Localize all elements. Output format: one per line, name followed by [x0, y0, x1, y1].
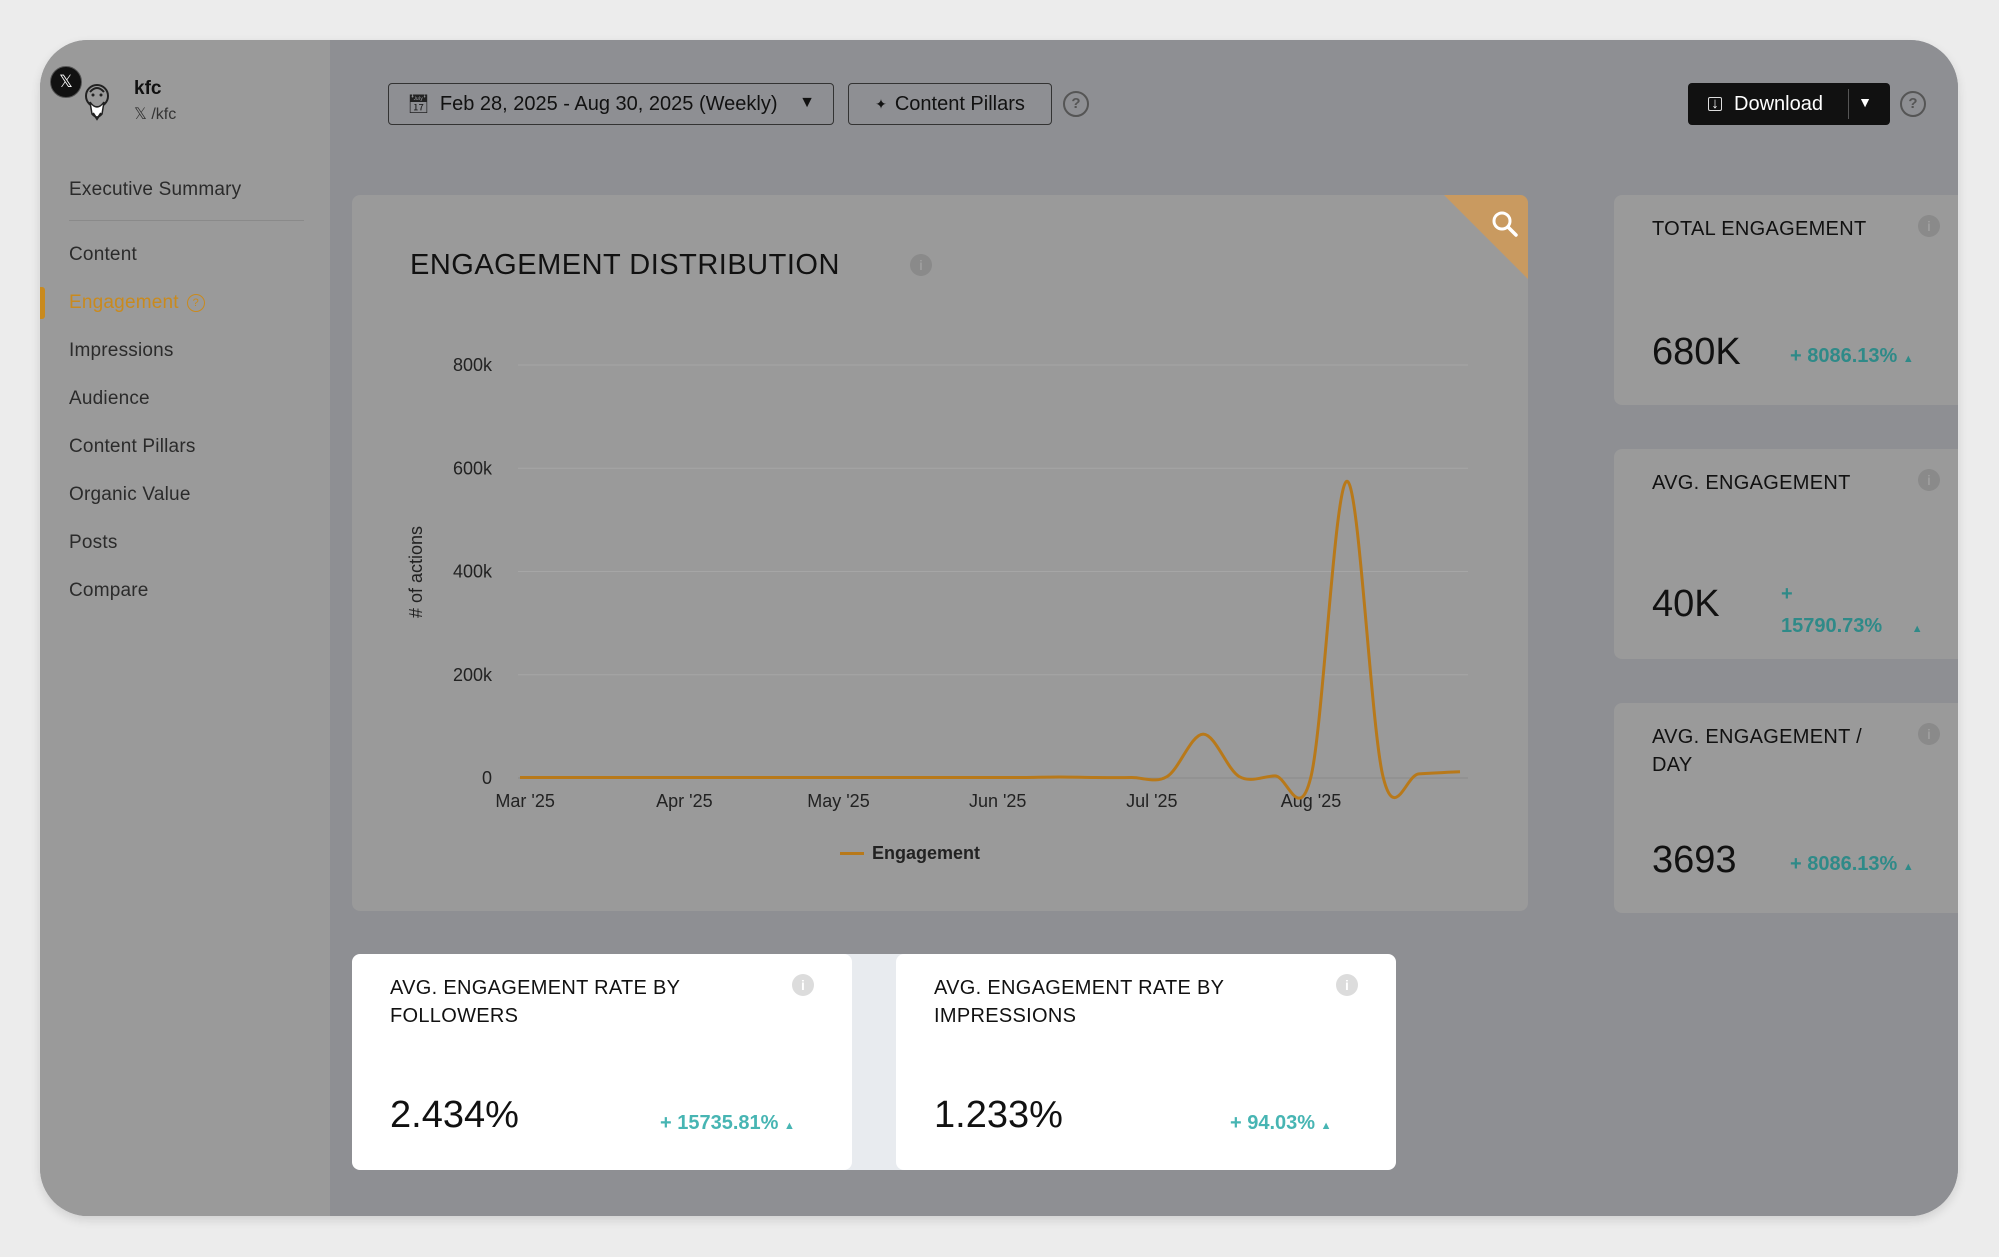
sparkle-icon: ✦: [875, 95, 887, 112]
sidebar-item-posts[interactable]: Posts: [69, 532, 118, 553]
info-icon[interactable]: i: [1918, 469, 1940, 491]
chart-legend[interactable]: Engagement: [840, 843, 980, 864]
download-label: Download: [1734, 92, 1823, 115]
zoom-corner[interactable]: [1444, 195, 1528, 279]
help-icon[interactable]: ?: [186, 293, 205, 312]
account-handle: 𝕏 /kfc: [134, 104, 176, 124]
stat-value: 2.434%: [390, 1094, 519, 1136]
download-icon: ↓: [1708, 96, 1722, 111]
sidebar-item-executive-summary[interactable]: Executive Summary: [69, 179, 242, 200]
stat-title: TOTAL ENGAGEMENT: [1652, 218, 1867, 240]
content-pillars-button[interactable]: ✦ Content Pillars: [848, 83, 1052, 125]
x-logo-icon: 𝕏: [50, 66, 82, 98]
up-arrow-icon: ▲: [1902, 861, 1914, 873]
y-tick-label: 200k: [453, 665, 493, 685]
sidebar-item-content-pillars[interactable]: Content Pillars: [69, 436, 196, 457]
search-icon[interactable]: [1490, 209, 1520, 239]
stat-value: 680K: [1652, 331, 1741, 373]
change-text: 15790.73%: [1781, 615, 1883, 637]
main-content: 📅︎ Feb 28, 2025 - Aug 30, 2025 (Weekly) …: [330, 40, 1958, 1216]
info-icon[interactable]: i: [1336, 974, 1358, 996]
sidebar-item-label: Engagement: [69, 292, 179, 313]
date-range-label: Feb 28, 2025 - Aug 30, 2025 (Weekly): [439, 92, 778, 115]
stat-change: + 8086.13% ▲: [1790, 853, 1914, 876]
x-tick-label: Jun '25: [969, 791, 1026, 811]
nav-divider: [69, 220, 304, 221]
stat-title: AVG. ENGAGEMENT / DAY: [1652, 726, 1862, 776]
change-text: + 94.03%: [1230, 1112, 1316, 1134]
help-icon[interactable]: ?: [1063, 91, 1089, 117]
sidebar-item-compare[interactable]: Compare: [69, 580, 149, 601]
change-text: + 15735.81%: [660, 1112, 779, 1134]
stat-change-plus: +: [1781, 583, 1793, 605]
stat-change: 15790.73% ▲: [1781, 615, 1923, 638]
engagement-series-line: [520, 479, 1461, 800]
x-small-icon: 𝕏: [134, 106, 152, 123]
y-tick-label: 600k: [453, 458, 493, 478]
engagement-distribution-card: ENGAGEMENT DISTRIBUTION i 0 200k 400k 600k 8…: [352, 195, 1528, 911]
legend-label: Engagement: [872, 843, 981, 863]
sidebar-item-engagement[interactable]: Engagement?: [40, 279, 330, 327]
x-tick-label: Aug '25: [1281, 791, 1342, 811]
x-tick-label: Jul '25: [1126, 791, 1177, 811]
sidebar-item-impressions[interactable]: Impressions: [69, 340, 174, 361]
help-icon[interactable]: ?: [1900, 91, 1926, 117]
stat-title: AVG. ENGAGEMENT RATE BY FOLLOWERS: [390, 977, 680, 1027]
stat-change: + 94.03% ▲: [1230, 1112, 1332, 1135]
stat-value: 1.233%: [934, 1094, 1063, 1136]
sidebar: 𝕏 kfc 𝕏 /kfc Executive Summary Content E…: [40, 40, 330, 1216]
stat-value: 40K: [1652, 583, 1720, 625]
chevron-down-icon[interactable]: ▼: [1858, 94, 1872, 110]
stat-title: AVG. ENGAGEMENT RATE BY IMPRESSIONS: [934, 977, 1224, 1027]
info-icon[interactable]: i: [1918, 723, 1940, 745]
y-tick-label: 800k: [453, 355, 493, 375]
download-button[interactable]: ↓ Download ▼: [1688, 83, 1890, 125]
sidebar-nav: Executive Summary Content Engagement? Im…: [40, 166, 330, 615]
change-text: + 8086.13%: [1790, 853, 1898, 875]
y-tick-label: 0: [482, 768, 492, 788]
account-name: kfc: [134, 78, 162, 99]
stat-change: + 15735.81% ▲: [660, 1112, 795, 1135]
y-tick-label: 400k: [453, 562, 493, 582]
info-icon[interactable]: i: [792, 974, 814, 996]
x-tick-label: May '25: [807, 791, 869, 811]
account-handle-text: /kfc: [151, 106, 177, 123]
chevron-down-icon: ▼: [799, 94, 815, 111]
up-arrow-icon: ▲: [1902, 353, 1914, 365]
engagement-line-chart: 0 200k 400k 600k 800k # of actions Mar '25 Apr …: [406, 355, 1468, 811]
sidebar-item-organic-value[interactable]: Organic Value: [69, 484, 191, 505]
y-axis-label: # of actions: [406, 526, 426, 618]
change-text: + 8086.13%: [1790, 345, 1898, 367]
stat-change: + 8086.13% ▲: [1790, 345, 1914, 368]
button-divider: [1848, 89, 1849, 119]
calendar-icon: 📅︎: [407, 93, 430, 114]
x-tick-label: Mar '25: [495, 791, 554, 811]
chart-title: ENGAGEMENT DISTRIBUTION: [410, 249, 840, 281]
avg-engagement-per-day-card: AVG. ENGAGEMENT / DAY i 3693 + 8086.13% …: [1614, 703, 1958, 913]
stat-value: 3693: [1652, 839, 1737, 881]
stat-title: AVG. ENGAGEMENT: [1652, 472, 1851, 494]
up-arrow-icon: ▲: [1911, 623, 1923, 635]
engagement-rate-followers-card: AVG. ENGAGEMENT RATE BY FOLLOWERS i 2.43…: [352, 954, 852, 1170]
total-engagement-card: TOTAL ENGAGEMENT i 680K + 8086.13% ▲: [1614, 195, 1958, 405]
up-arrow-icon: ▲: [1320, 1120, 1332, 1132]
engagement-rate-impressions-card: AVG. ENGAGEMENT RATE BY IMPRESSIONS i 1.…: [896, 954, 1396, 1170]
info-icon[interactable]: i: [1918, 215, 1940, 237]
x-tick-label: Apr '25: [656, 791, 712, 811]
app-window: 𝕏 kfc 𝕏 /kfc Executive Summary Content E…: [40, 40, 1958, 1216]
sidebar-item-audience[interactable]: Audience: [69, 388, 150, 409]
legend-swatch: [840, 852, 864, 855]
up-arrow-icon: ▲: [784, 1120, 795, 1132]
date-range-picker[interactable]: 📅︎ Feb 28, 2025 - Aug 30, 2025 (Weekly) …: [388, 83, 834, 125]
avg-engagement-card: AVG. ENGAGEMENT i 40K + 15790.73% ▲: [1614, 449, 1958, 659]
kfc-logo-icon: [85, 84, 109, 121]
info-icon[interactable]: i: [910, 254, 932, 276]
sidebar-item-content[interactable]: Content: [69, 244, 137, 265]
content-pillars-label: Content Pillars: [894, 92, 1025, 115]
